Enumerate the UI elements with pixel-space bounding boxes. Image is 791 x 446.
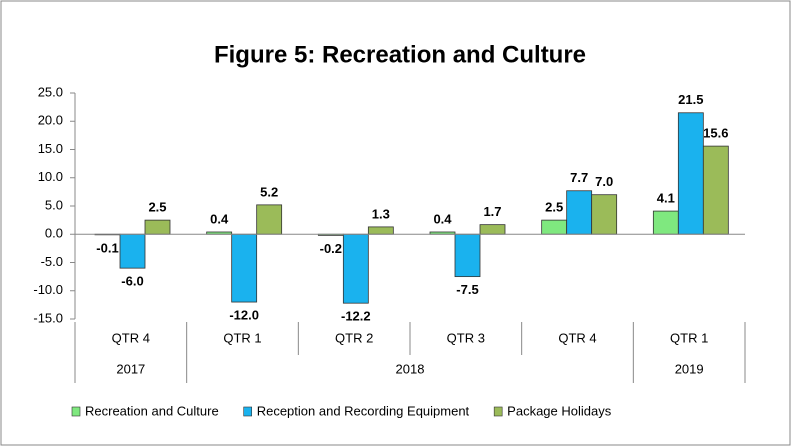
bar <box>702 145 729 235</box>
legend-label: Package Holidays <box>507 403 612 418</box>
y-tick-label: 10.0 <box>38 169 63 184</box>
bar <box>119 233 146 269</box>
bar <box>454 233 481 278</box>
bar <box>342 233 369 304</box>
legend-swatch <box>71 406 81 417</box>
legend-swatch <box>243 406 253 417</box>
data-label: -0.2 <box>320 241 342 256</box>
x-group-label: 2019 <box>675 361 704 376</box>
bar <box>541 219 568 235</box>
x-tick-label: QTR 4 <box>112 330 150 345</box>
x-group-label: 2017 <box>116 361 145 376</box>
y-tick-label: -10.0 <box>33 282 63 297</box>
bar <box>677 112 704 235</box>
data-label: -12.2 <box>341 309 371 324</box>
legend-label: Recreation and Culture <box>85 403 219 418</box>
bar <box>566 190 593 235</box>
y-tick-label: 5.0 <box>45 197 63 212</box>
chart-title: Figure 5: Recreation and Culture <box>214 41 586 68</box>
data-label: 21.5 <box>678 92 703 107</box>
x-tick-label: QTR 2 <box>335 330 373 345</box>
data-label: 7.7 <box>570 170 588 185</box>
x-tick-label: QTR 1 <box>223 330 261 345</box>
data-label: 2.5 <box>148 200 166 215</box>
data-label: 0.4 <box>210 211 229 226</box>
data-label: 1.3 <box>372 206 390 221</box>
bar <box>256 204 283 235</box>
legend-label: Reception and Recording Equipment <box>257 403 470 418</box>
data-label: 0.4 <box>433 211 452 226</box>
x-group-label: 2018 <box>396 361 425 376</box>
x-tick-label: QTR 4 <box>558 330 596 345</box>
bar <box>652 210 679 235</box>
data-label: -12.0 <box>229 307 259 322</box>
data-label: 1.7 <box>483 204 501 219</box>
x-tick-label: QTR 3 <box>447 330 485 345</box>
data-label: 7.0 <box>595 174 613 189</box>
data-label: -7.5 <box>456 282 478 297</box>
data-label: 5.2 <box>260 184 278 199</box>
x-tick-label: QTR 1 <box>670 330 708 345</box>
data-label: 4.1 <box>657 191 675 206</box>
y-tick-label: 25.0 <box>38 84 63 99</box>
bar <box>231 233 258 303</box>
y-tick-label: -15.0 <box>33 310 63 325</box>
bar <box>367 226 394 235</box>
data-label: -6.0 <box>121 274 143 289</box>
legend-swatch <box>493 406 503 417</box>
y-tick-label: 0.0 <box>45 226 63 241</box>
data-label: 2.5 <box>545 200 563 215</box>
bar <box>479 224 506 235</box>
data-label: -0.1 <box>96 240 118 255</box>
bar <box>144 219 171 235</box>
y-tick-label: -5.0 <box>41 254 63 269</box>
data-label: 15.6 <box>703 126 728 141</box>
y-tick-label: 15.0 <box>38 141 63 156</box>
y-tick-label: 20.0 <box>38 113 63 128</box>
bar <box>591 194 618 235</box>
